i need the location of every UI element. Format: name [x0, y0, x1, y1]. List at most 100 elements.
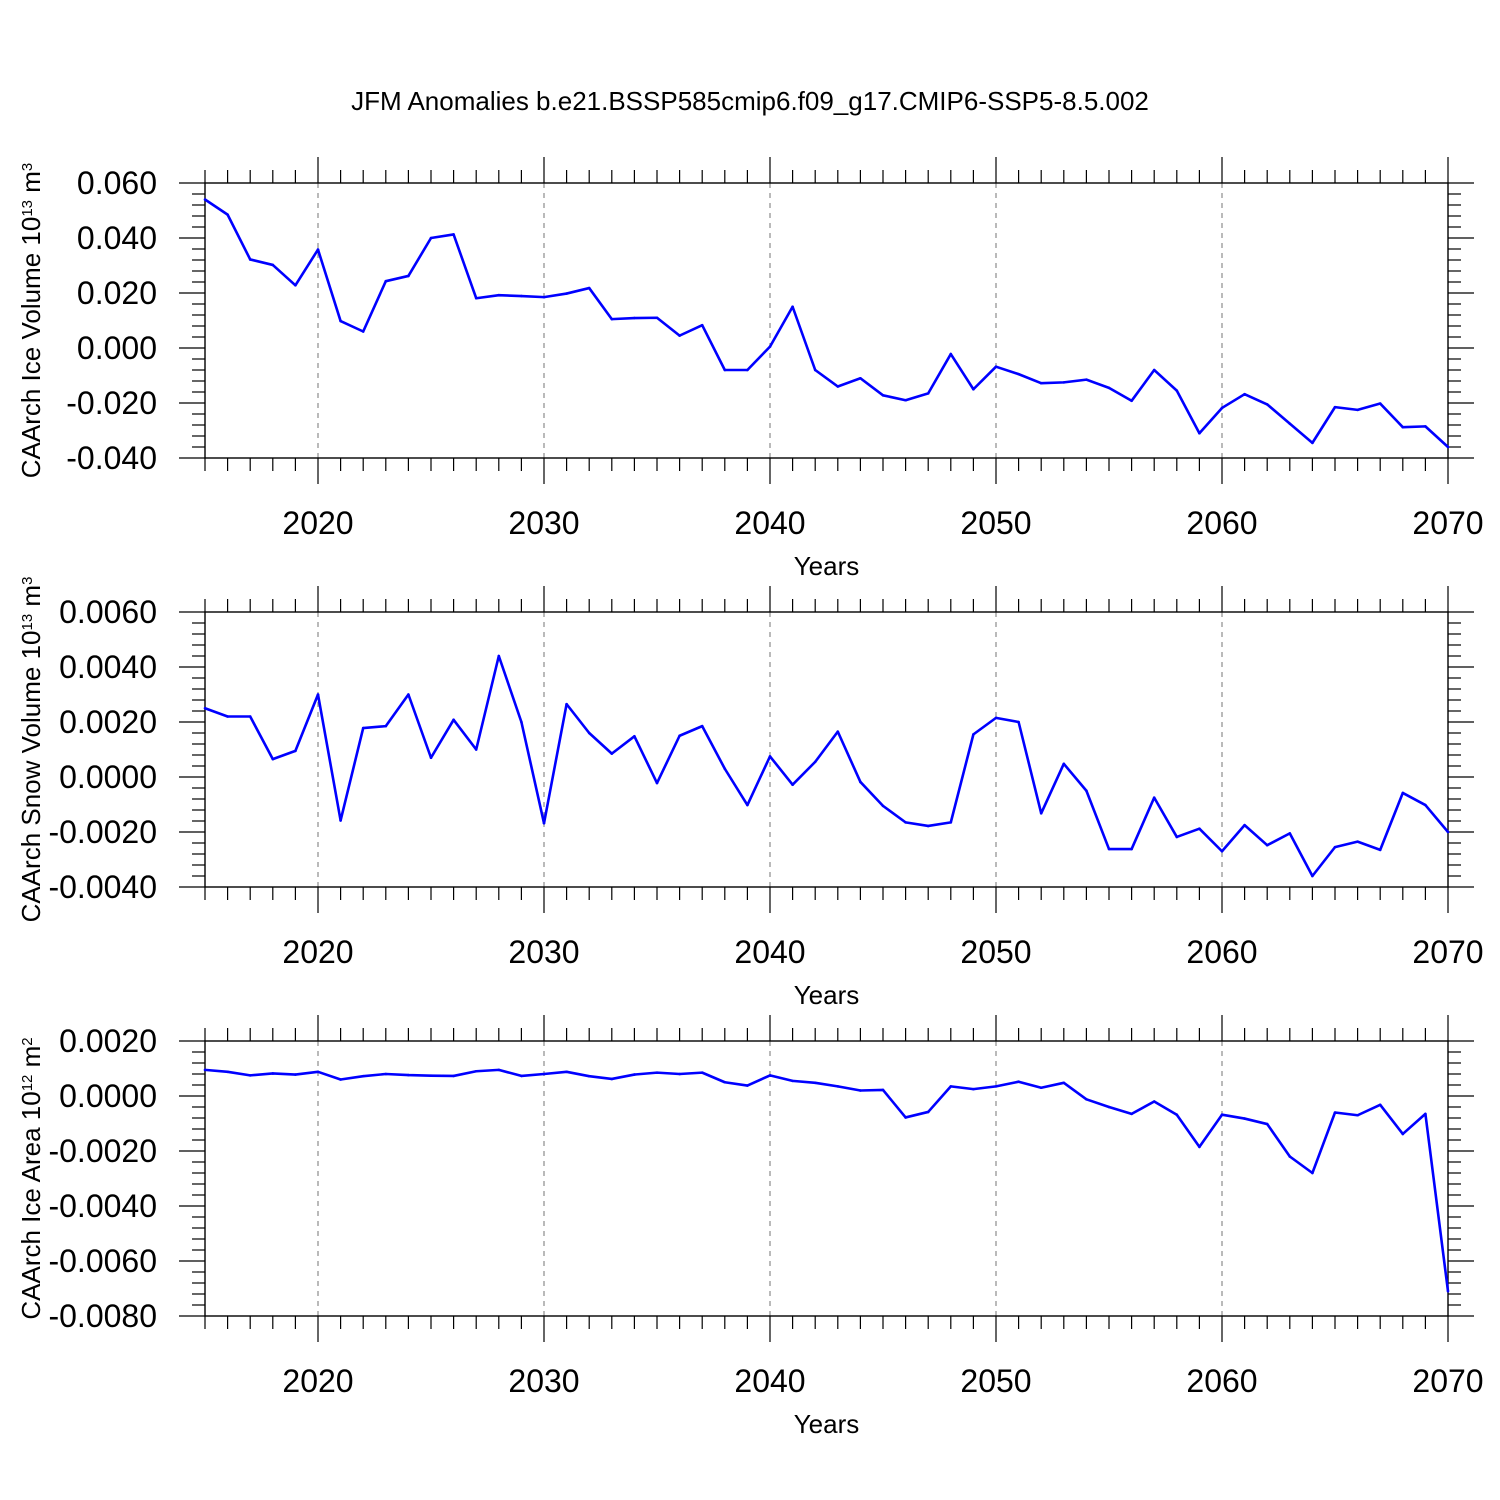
data-point: [836, 385, 840, 388]
ytick-label: -0.020: [66, 385, 157, 421]
data-point: [610, 317, 614, 321]
data-point: [1401, 1132, 1405, 1136]
y-axis-label-exponent: 3: [19, 577, 36, 585]
data-point: [1333, 405, 1337, 409]
data-point: [791, 1079, 794, 1083]
data-point: [587, 286, 591, 290]
data-point: [1152, 796, 1156, 799]
data-point: [542, 295, 546, 299]
data-point: [655, 1071, 659, 1074]
data-point: [407, 693, 410, 696]
data-point: [904, 821, 907, 824]
data-point: [361, 726, 365, 730]
data-point: [1085, 789, 1088, 793]
x-axis-label: Years: [794, 1409, 860, 1439]
x-axis-label: Years: [794, 980, 860, 1010]
data-point: [1356, 408, 1359, 412]
data-point: [497, 1068, 501, 1072]
panel-snow-volume: 0.0060 0.0040 0.0020 0.0000 -0.0020 -0.0040 20…: [16, 577, 1484, 1010]
data-point: [1175, 389, 1179, 392]
data-point: [384, 279, 388, 283]
data-point: [339, 1078, 342, 1081]
data-point: [881, 394, 885, 397]
data-point: [316, 248, 320, 251]
data-point: [972, 733, 975, 736]
data-point: [904, 398, 907, 402]
data-point: [768, 345, 772, 348]
xtick-label: 2070: [1412, 505, 1483, 541]
data-point: [1130, 847, 1133, 851]
data-point: [429, 756, 433, 760]
xtick-label: 2050: [960, 934, 1031, 970]
data-point: [1243, 823, 1246, 827]
data-point: [1152, 368, 1156, 372]
data-point: [520, 720, 523, 724]
data-point: [1424, 425, 1427, 428]
data-point: [248, 258, 252, 261]
data-point: [474, 1069, 478, 1073]
data-point: [813, 760, 817, 764]
y-axis-label-exponent: 13: [19, 614, 36, 631]
ytick-label: 0.000: [77, 330, 157, 366]
panels-layer: 0.060 0.040 0.020 0.000 -0.020 -0.040 2020 2030…: [16, 157, 1484, 1439]
data-point: [1288, 422, 1292, 425]
data-point: [678, 334, 681, 337]
data-point: [407, 274, 410, 278]
data-point: [949, 352, 953, 356]
data-point: [994, 1085, 998, 1088]
data-point: [1288, 832, 1292, 835]
xtick-label: 2020: [282, 934, 353, 970]
data-point: [452, 1074, 455, 1078]
data-point: [271, 1072, 275, 1075]
data-point: [859, 1089, 862, 1092]
xtick-label: 2020: [282, 1363, 353, 1399]
data-point: [1062, 762, 1066, 766]
data-point: [1333, 845, 1337, 849]
y-axis-label-exponent: 12: [19, 1075, 36, 1092]
y-axis-label-part: CAArch Ice Volume 10: [16, 217, 46, 479]
data-point: [1378, 848, 1382, 852]
data-point: [203, 198, 207, 201]
xtick-label: 2040: [734, 505, 805, 541]
data-point: [972, 1087, 975, 1091]
data-point: [1039, 381, 1043, 385]
data-point: [678, 1072, 681, 1076]
data-point: [1198, 1145, 1201, 1149]
data-point: [203, 1068, 207, 1072]
series-line-snow-volume: [204, 654, 1449, 878]
data-point: [768, 755, 772, 758]
ytick-label: -0.0060: [48, 1243, 157, 1279]
data-point: [746, 1084, 749, 1087]
data-point: [610, 1077, 614, 1081]
data-point: [1085, 1098, 1088, 1101]
data-point: [542, 821, 546, 825]
data-point: [1265, 843, 1269, 847]
data-point: [226, 1070, 229, 1074]
xtick-label: 2060: [1186, 1363, 1257, 1399]
data-point: [1446, 445, 1450, 449]
data-point: [949, 821, 953, 824]
data-point: [836, 1085, 840, 1088]
data-point: [859, 376, 862, 380]
data-point: [791, 305, 794, 309]
data-point: [700, 1071, 704, 1074]
data-point: [271, 757, 275, 761]
data-point: [1220, 406, 1224, 410]
data-point: [1356, 1113, 1359, 1117]
data-point: [1378, 1103, 1382, 1107]
data-point: [1017, 1080, 1020, 1083]
data-point: [994, 716, 998, 720]
xtick-label: 2020: [282, 505, 353, 541]
data-point: [203, 706, 207, 710]
data-point: [746, 368, 749, 372]
data-point: [1198, 431, 1201, 435]
data-point: [1017, 720, 1020, 724]
data-point: [429, 1074, 433, 1077]
data-point: [248, 1074, 252, 1077]
data-point: [1220, 1113, 1224, 1116]
data-point: [859, 780, 862, 784]
data-point: [746, 803, 749, 807]
ytick-label: 0.0000: [59, 1078, 157, 1114]
ytick-label: -0.0020: [48, 814, 157, 850]
ytick-label: 0.0020: [59, 704, 157, 740]
